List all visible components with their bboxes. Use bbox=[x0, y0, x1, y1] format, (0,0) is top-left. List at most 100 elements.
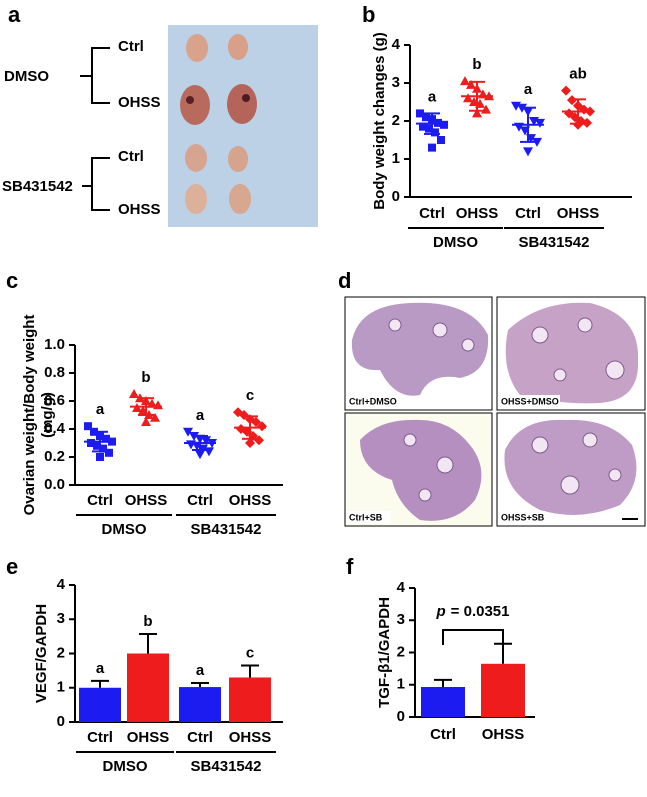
follicle bbox=[605, 360, 625, 380]
bar bbox=[481, 663, 525, 717]
significance-letter: a bbox=[196, 407, 205, 424]
x-tick-label: OHSS bbox=[125, 492, 168, 509]
follicle bbox=[531, 436, 549, 454]
x-tick-label: OHSS bbox=[482, 726, 525, 743]
ovary bbox=[186, 34, 208, 62]
data-point bbox=[431, 128, 439, 137]
x-tick-label: OHSS bbox=[456, 205, 499, 222]
group-label: DMSO bbox=[4, 68, 49, 85]
x-tick-label: Ctrl bbox=[430, 726, 456, 743]
x-tick-label: Ctrl bbox=[87, 729, 113, 746]
y-tick-label: 4 bbox=[57, 576, 66, 593]
p-value: p = 0.0351 bbox=[436, 603, 510, 620]
ovary bbox=[180, 85, 210, 125]
y-tick-label: 2 bbox=[392, 112, 400, 129]
panel-label: b bbox=[362, 2, 375, 27]
ovary bbox=[228, 34, 248, 60]
significance-bracket bbox=[442, 629, 504, 645]
follicle bbox=[436, 456, 454, 474]
y-tick-label: 0.6 bbox=[44, 392, 65, 409]
follicle bbox=[560, 475, 580, 495]
group-label: SB431542 bbox=[191, 758, 262, 775]
data-point bbox=[239, 410, 249, 420]
y-tick-label: 0 bbox=[397, 708, 405, 725]
row-label: OHSS bbox=[118, 201, 161, 218]
data-point bbox=[532, 137, 542, 147]
data-point bbox=[245, 438, 255, 448]
data-point bbox=[150, 412, 160, 422]
panel-label: f bbox=[346, 554, 354, 579]
y-tick-label: 1 bbox=[392, 150, 400, 167]
y-tick-label: 1 bbox=[57, 679, 65, 696]
bracket bbox=[91, 157, 110, 211]
y-axis-label: Ovarian weight/Body weight bbox=[21, 315, 38, 516]
ovary bbox=[185, 184, 207, 214]
group-label: SB431542 bbox=[191, 521, 262, 538]
data-point bbox=[105, 448, 113, 457]
significance-letter: b bbox=[143, 613, 152, 630]
data-point bbox=[99, 444, 107, 453]
histology-label: OHSS+SB bbox=[501, 512, 545, 522]
data-point bbox=[84, 422, 92, 431]
group-label: SB431542 bbox=[2, 178, 73, 195]
data-point bbox=[582, 117, 592, 128]
significance-letter: a bbox=[428, 88, 437, 105]
row-label: Ctrl bbox=[118, 38, 144, 55]
ovary bbox=[185, 144, 207, 172]
panel-label: e bbox=[6, 554, 18, 579]
bar bbox=[179, 687, 221, 722]
data-point bbox=[93, 441, 101, 450]
p-text: = 0.0351 bbox=[451, 603, 510, 620]
x-tick-label: OHSS bbox=[229, 729, 272, 746]
significance-letter: c bbox=[246, 644, 254, 661]
data-point bbox=[440, 120, 448, 129]
group-label: DMSO bbox=[103, 758, 148, 775]
bar bbox=[127, 653, 169, 722]
y-tick-label: 0.0 bbox=[44, 476, 65, 493]
data-point bbox=[463, 93, 473, 103]
data-point bbox=[195, 450, 205, 460]
data-point bbox=[96, 453, 104, 461]
data-point bbox=[466, 79, 476, 89]
bar bbox=[79, 687, 121, 722]
x-tick-label: Ctrl bbox=[187, 492, 213, 509]
photo-panel: DMSO Ctrl OHSS SB431542 Ctrl OHSS bbox=[2, 25, 318, 227]
data-point bbox=[561, 85, 571, 96]
follicle bbox=[582, 432, 598, 448]
data-point bbox=[573, 119, 583, 130]
x-tick-label: Ctrl bbox=[187, 729, 213, 746]
data-point bbox=[102, 434, 110, 443]
group-label: DMSO bbox=[102, 521, 147, 538]
x-tick-label: Ctrl bbox=[419, 205, 445, 222]
row-label: Ctrl bbox=[118, 148, 144, 165]
data-point bbox=[251, 417, 261, 427]
x-tick-label: Ctrl bbox=[515, 205, 541, 222]
significance-letter: a bbox=[524, 81, 533, 98]
x-tick-label: OHSS bbox=[557, 205, 600, 222]
row-label: OHSS bbox=[118, 94, 161, 111]
y-tick-label: 2 bbox=[397, 643, 405, 660]
data-point bbox=[428, 143, 436, 152]
bar bbox=[421, 687, 465, 717]
tissue bbox=[505, 302, 639, 404]
tissue bbox=[360, 419, 482, 521]
bracket bbox=[91, 47, 110, 104]
significance-letter: ab bbox=[569, 66, 587, 83]
ovary-spot bbox=[242, 94, 250, 102]
follicle bbox=[388, 318, 402, 332]
label-box bbox=[498, 395, 560, 408]
follicle bbox=[531, 326, 549, 344]
histology-label: OHSS+DMSO bbox=[501, 396, 559, 406]
y-tick-label: 0.4 bbox=[44, 420, 66, 437]
data-point bbox=[254, 435, 264, 446]
label-box bbox=[498, 511, 546, 524]
y-tick-label: 3 bbox=[397, 611, 405, 628]
data-point bbox=[472, 108, 482, 118]
significance-letter: b bbox=[141, 369, 150, 386]
data-point bbox=[460, 76, 470, 86]
x-tick-label: OHSS bbox=[127, 729, 170, 746]
data-point bbox=[147, 398, 157, 408]
y-tick-label: 0 bbox=[57, 713, 65, 730]
data-point bbox=[422, 113, 430, 122]
y-tick-label: 3 bbox=[392, 74, 400, 91]
